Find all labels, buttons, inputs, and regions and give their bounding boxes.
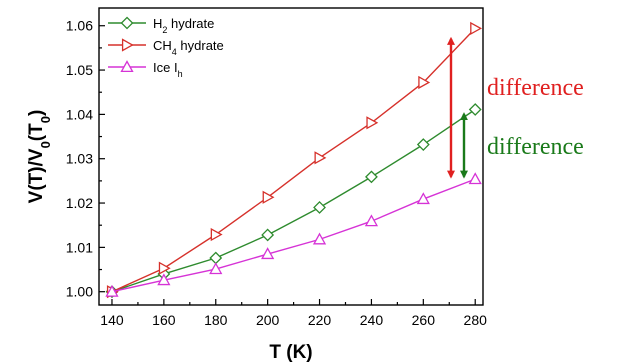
subscript: h (178, 69, 183, 79)
plot-border (98, 7, 484, 306)
data-point (313, 201, 326, 214)
y-axis-title: V(T)/V0(T0) (26, 110, 53, 204)
series-line (111, 27, 476, 293)
subscript: 0 (38, 141, 53, 148)
legend-label: CH4 hydrate (153, 38, 224, 57)
x-tick-label: 140 (100, 312, 124, 328)
data-point (105, 284, 119, 297)
data-point (416, 192, 430, 205)
data-point (209, 262, 223, 275)
data-point (262, 190, 275, 204)
y-tick-label: 1.03 (66, 151, 93, 167)
legend: H2 hydrate CH4 hydrate Ice Ih (108, 16, 224, 79)
y-tick-label: 1.01 (66, 239, 93, 255)
y-tick-label: 1.05 (66, 62, 93, 78)
data-point (157, 273, 171, 286)
data-point (364, 214, 379, 227)
data-point (416, 138, 430, 151)
data-point (468, 172, 482, 185)
x-tick-label: 280 (464, 312, 488, 328)
data-point (366, 116, 379, 130)
subscript: 2 (162, 25, 167, 35)
data-point (314, 151, 327, 165)
x-axis-title: T (K) (269, 342, 312, 363)
x-tick-label: 160 (152, 312, 176, 328)
data-point (261, 228, 275, 242)
y-tick-label: 1.02 (66, 195, 93, 211)
y-tick-label: 1.04 (66, 106, 93, 122)
difference-label: difference (487, 75, 584, 101)
series-line (111, 108, 476, 293)
data-point (209, 251, 223, 265)
legend-entry: H2 hydrate (108, 16, 214, 35)
legend-label: H2 hydrate (153, 16, 214, 35)
y-tick-label: 1.00 (66, 284, 93, 300)
data-point (120, 16, 134, 30)
legend-label: Ice Ih (153, 60, 183, 79)
y-axis-ticks: 1.00 1.01 1.02 1.03 1.04 1.05 1.06 (66, 18, 105, 300)
annotation-layer: difference difference (447, 36, 584, 179)
plot-frame (98, 7, 484, 306)
x-tick-label: 240 (360, 312, 384, 328)
data-point (470, 21, 483, 35)
subscript: 4 (172, 47, 177, 57)
x-tick-label: 180 (204, 312, 228, 328)
legend-entry: Ice Ih (108, 60, 183, 79)
data-point (261, 247, 275, 260)
data-point (120, 60, 134, 73)
difference-label: difference (487, 134, 584, 160)
x-tick-label: 200 (256, 312, 280, 328)
series-2 (105, 172, 482, 297)
data-point (365, 170, 378, 184)
data-point (158, 261, 171, 275)
subscript: 0 (38, 116, 53, 123)
data-point (210, 227, 223, 242)
data-point (468, 103, 482, 116)
data-point (418, 75, 431, 90)
y-tick-label: 1.06 (66, 18, 93, 34)
x-tick-label: 220 (308, 312, 332, 328)
x-tick-label: 260 (412, 312, 436, 328)
x-axis-ticks: 140 160 180 200 220 240 260 280 (100, 299, 487, 328)
series-line (111, 178, 476, 293)
series-layer (105, 21, 483, 299)
data-point (312, 232, 327, 245)
legend-entry: CH4 hydrate (108, 38, 224, 57)
data-point (121, 38, 134, 52)
